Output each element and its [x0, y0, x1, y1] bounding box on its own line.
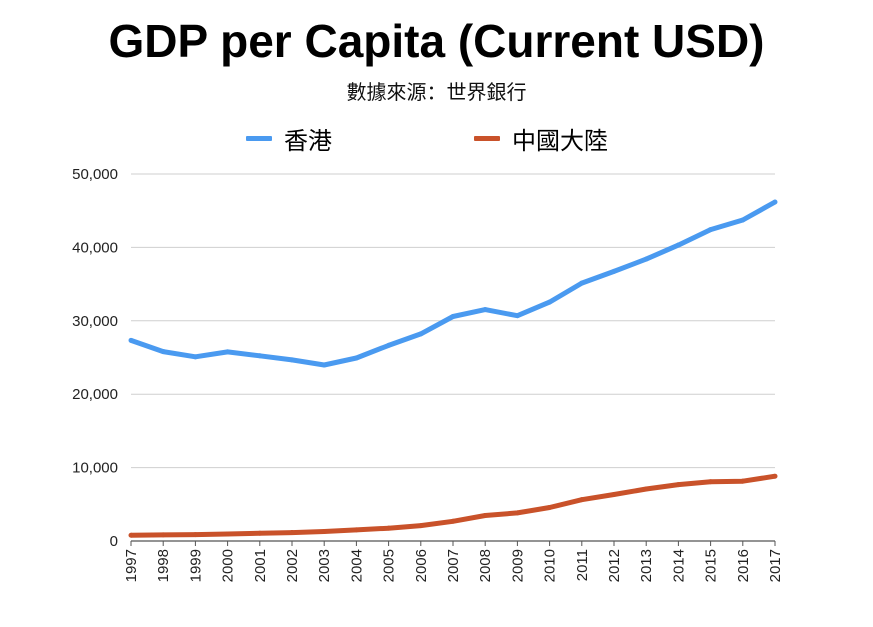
data-point: [160, 349, 166, 355]
data-point: [450, 313, 456, 319]
data-point: [643, 256, 649, 262]
data-point: [386, 342, 392, 348]
data-point: [353, 527, 359, 533]
data-point: [547, 299, 553, 305]
data-point: [418, 331, 424, 337]
chart-title: GDP per Capita (Current USD): [108, 15, 765, 67]
x-tick-label: 2014: [670, 549, 687, 582]
x-tick-label: 2015: [703, 549, 720, 582]
data-point: [257, 353, 263, 359]
x-tick-label: 1999: [187, 549, 204, 582]
data-point: [708, 227, 714, 233]
data-point: [579, 280, 585, 286]
data-point: [708, 479, 714, 485]
data-point: [740, 217, 746, 223]
data-point: [675, 482, 681, 488]
y-tick-label: 0: [110, 533, 118, 550]
data-point: [386, 525, 392, 531]
data-point: [321, 529, 327, 535]
y-tick-label: 10,000: [72, 460, 118, 477]
data-point: [225, 531, 231, 537]
x-tick-label: 2007: [445, 549, 462, 582]
data-point: [740, 478, 746, 484]
series-line-hong-kong: [130, 199, 777, 368]
x-tick-label: 2013: [638, 549, 655, 582]
legend-label-mainland-china: 中國大陸: [512, 126, 608, 155]
legend: 香港 中國大陸: [0, 122, 873, 155]
x-tick-label: 2012: [606, 549, 623, 582]
data-point: [772, 473, 778, 479]
y-tick-label: 30,000: [72, 313, 118, 330]
x-tick-label: 2005: [381, 549, 398, 582]
x-tick-label: 2001: [252, 549, 269, 582]
x-tick-label: 1997: [123, 549, 140, 582]
legend-swatch-hong-kong: [246, 135, 272, 141]
data-point: [257, 530, 263, 536]
legend-label-hong-kong: 香港: [284, 126, 332, 155]
y-tick-label: 20,000: [72, 386, 118, 403]
x-tick-label: 2011: [574, 549, 591, 581]
data-point: [675, 242, 681, 248]
data-point: [289, 530, 295, 536]
x-tick-label: 2006: [413, 549, 430, 582]
data-point: [160, 532, 166, 538]
x-tick-label: 1998: [155, 549, 172, 582]
data-point: [321, 362, 327, 368]
data-point: [482, 513, 488, 519]
legend-item-hong-kong: 香港: [246, 122, 332, 155]
legend-item-mainland-china: 中國大陸: [474, 122, 608, 155]
data-point: [128, 532, 134, 538]
data-point: [192, 532, 198, 538]
data-point: [611, 268, 617, 274]
data-point: [579, 497, 585, 503]
data-point: [128, 337, 134, 343]
x-tick-label: 2000: [220, 549, 237, 582]
legend-swatch-mainland-china: [474, 135, 500, 141]
data-point: [772, 199, 778, 205]
data-point: [289, 357, 295, 363]
data-point: [547, 505, 553, 511]
x-tick-label: 2010: [542, 549, 559, 582]
y-tick-label: 50,000: [72, 166, 118, 183]
y-tick-label: 40,000: [72, 239, 118, 256]
data-point: [353, 355, 359, 361]
data-point: [192, 354, 198, 360]
data-point: [418, 523, 424, 529]
x-tick-label: 2004: [348, 549, 365, 582]
chart-subtitle: 數據來源：世界銀行: [346, 80, 527, 104]
data-point: [514, 313, 520, 319]
x-tick-label: 2016: [735, 549, 752, 582]
x-tick-label: 2008: [477, 549, 494, 582]
data-point: [450, 518, 456, 524]
x-tick-label: 2009: [509, 549, 526, 582]
x-tick-label: 2002: [284, 549, 301, 582]
data-point: [225, 349, 231, 355]
data-point: [514, 510, 520, 516]
x-tick-label: 2003: [316, 549, 333, 582]
data-point: [482, 307, 488, 313]
data-point: [611, 491, 617, 497]
data-point: [643, 486, 649, 492]
x-tick-label: 2017: [767, 549, 784, 582]
